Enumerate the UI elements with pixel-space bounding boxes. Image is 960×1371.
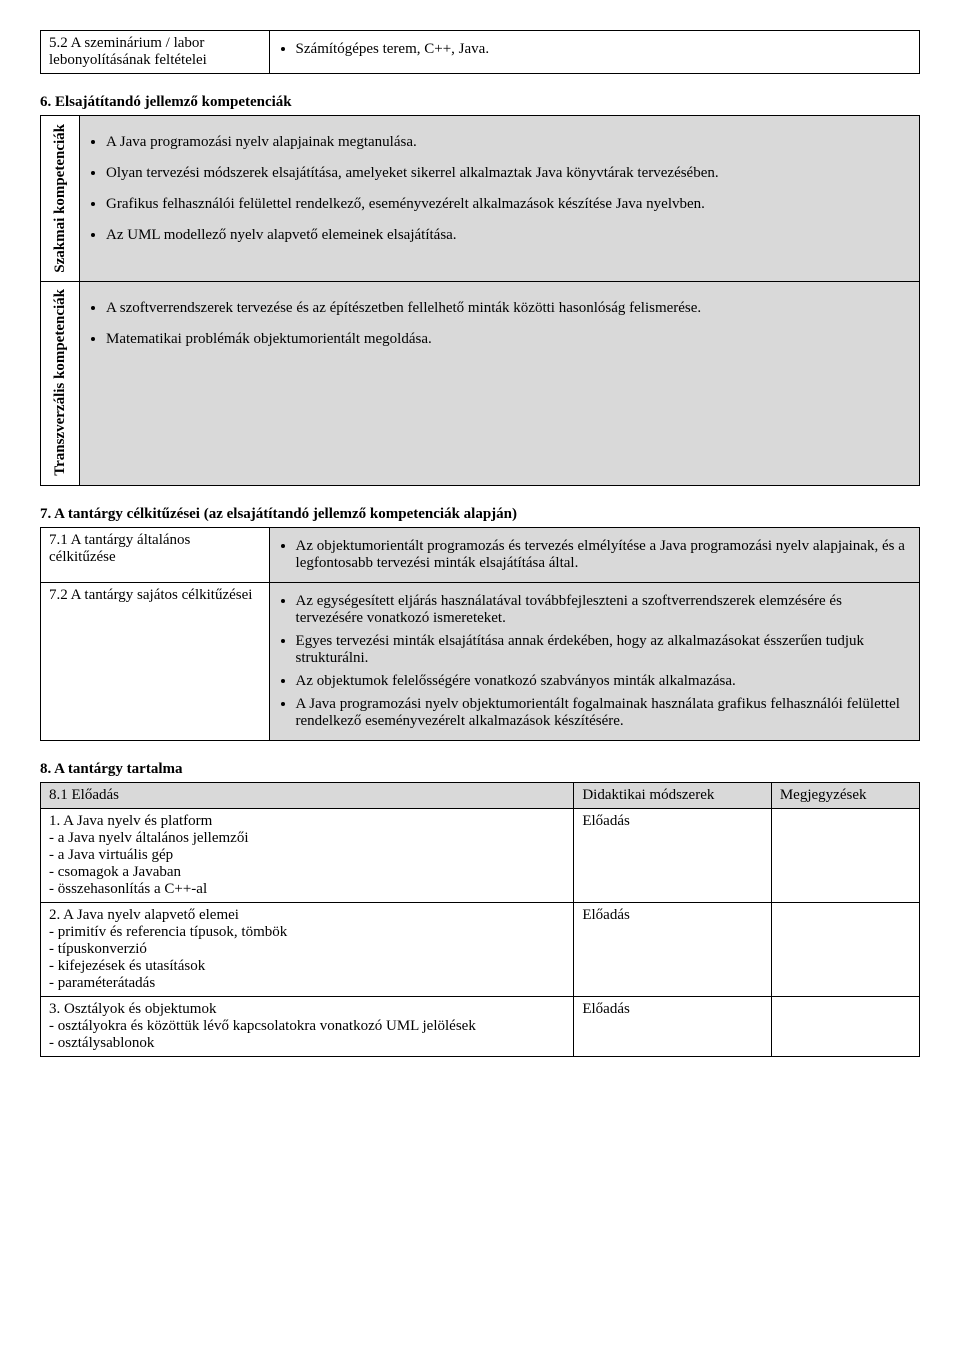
row1-line1: - típuskonverzió — [49, 941, 147, 957]
row0-line2: - csomagok a Javaban — [49, 864, 181, 880]
item-6-1-3: Az UML modellező nyelv alapvető elemeine… — [106, 227, 911, 244]
row0-line3: - összehasonlítás a C++-al — [49, 881, 207, 897]
table-row: 1. A Java nyelv és platform - a Java nye… — [41, 808, 920, 902]
item-6-1-1: Olyan tervezési módszerek elsajátítása, … — [106, 165, 911, 182]
item-5-2: Számítógépes terem, C++, Java. — [296, 41, 911, 58]
item-7-2-1: Egyes tervezési minták elsajátítása anna… — [296, 633, 911, 667]
cell-6-transzverzalis-label: Transzverzális kompetenciák — [41, 281, 80, 485]
row1-line3: - paraméterátadás — [49, 975, 155, 991]
table-row: 2. A Java nyelv alapvető elemei - primit… — [41, 902, 920, 996]
cell-8-row2-notes — [771, 996, 919, 1056]
cell-5-2-value: Számítógépes terem, C++, Java. — [269, 31, 919, 74]
cell-6-transzverzalis-content: A szoftverrendszerek tervezése és az épí… — [80, 281, 920, 485]
header-8-c2: Didaktikai módszerek — [574, 782, 772, 808]
cell-6-szakmai-label: Szakmai kompetenciák — [41, 116, 80, 282]
row2-line0: - osztályokra és közöttük lévő kapcsolat… — [49, 1018, 476, 1034]
table-row: 3. Osztályok és objektumok - osztályokra… — [41, 996, 920, 1056]
row0-line1: - a Java virtuális gép — [49, 847, 173, 863]
cell-8-row1-method: Előadás — [574, 902, 772, 996]
item-7-2-2: Az objektumok felelősségére vonatkozó sz… — [296, 673, 911, 690]
cell-7-2-label: 7.2 A tantárgy sajátos célkitűzései — [41, 582, 270, 740]
cell-8-row0-notes — [771, 808, 919, 902]
cell-8-row0-topic: 1. A Java nyelv és platform - a Java nye… — [41, 808, 574, 902]
cell-8-row1-notes — [771, 902, 919, 996]
item-6-2-1: Matematikai problémák objektumorientált … — [106, 331, 911, 348]
row0-title: 1. A Java nyelv és platform — [49, 813, 212, 829]
header-8-c1: 8.1 Előadás — [41, 782, 574, 808]
table-section-8: 8.1 Előadás Didaktikai módszerek Megjegy… — [40, 782, 920, 1057]
heading-section-7: 7. A tantárgy célkitűzései (az elsajátít… — [40, 506, 920, 523]
table-section-6: Szakmai kompetenciák A Java programozási… — [40, 115, 920, 486]
row2-title: 3. Osztályok és objektumok — [49, 1001, 216, 1017]
cell-6-szakmai-content: A Java programozási nyelv alapjainak meg… — [80, 116, 920, 282]
cell-8-row2-topic: 3. Osztályok és objektumok - osztályokra… — [41, 996, 574, 1056]
cell-8-row0-method: Előadás — [574, 808, 772, 902]
cell-8-row2-method: Előadás — [574, 996, 772, 1056]
table-section-7: 7.1 A tantárgy általános célkitűzése Az … — [40, 527, 920, 741]
cell-5-2-label: 5.2 A szeminárium / labor lebonyolításán… — [41, 31, 270, 74]
header-8-c3: Megjegyzések — [771, 782, 919, 808]
cell-8-row1-topic: 2. A Java nyelv alapvető elemei - primit… — [41, 902, 574, 996]
item-6-1-0: A Java programozási nyelv alapjainak meg… — [106, 134, 911, 151]
row1-title: 2. A Java nyelv alapvető elemei — [49, 907, 239, 923]
item-7-2-3: A Java programozási nyelv objektumorient… — [296, 696, 911, 730]
cell-7-2-content: Az egységesített eljárás használatával t… — [269, 582, 919, 740]
item-7-2-0: Az egységesített eljárás használatával t… — [296, 593, 911, 627]
row2-line1: - osztálysablonok — [49, 1035, 154, 1051]
cell-7-1-label: 7.1 A tantárgy általános célkitűzése — [41, 527, 270, 582]
item-6-1-2: Grafikus felhasználói felülettel rendelk… — [106, 196, 911, 213]
row0-line0: - a Java nyelv általános jellemzői — [49, 830, 249, 846]
item-6-2-0: A szoftverrendszerek tervezése és az épí… — [106, 300, 911, 317]
heading-section-6: 6. Elsajátítandó jellemző kompetenciák — [40, 94, 920, 111]
table-5-2: 5.2 A szeminárium / labor lebonyolításán… — [40, 30, 920, 74]
row1-line2: - kifejezések és utasítások — [49, 958, 205, 974]
cell-7-1-content: Az objektumorientált programozás és terv… — [269, 527, 919, 582]
row1-line0: - primitív és referencia típusok, tömbök — [49, 924, 287, 940]
item-7-1-0: Az objektumorientált programozás és terv… — [296, 538, 911, 572]
heading-section-8: 8. A tantárgy tartalma — [40, 761, 920, 778]
